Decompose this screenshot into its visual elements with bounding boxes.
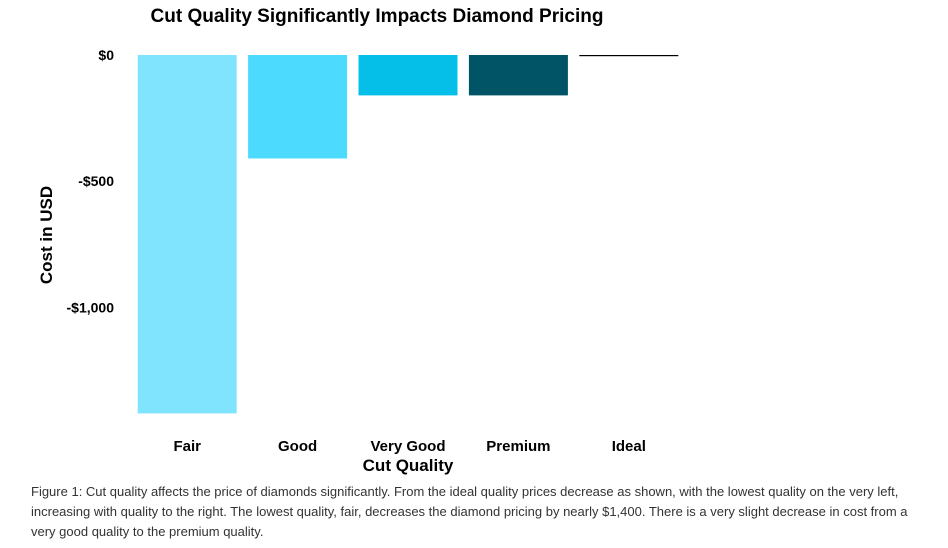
x-tick-label: Good — [278, 438, 317, 455]
y-axis-title: Cost in USD — [37, 186, 56, 284]
bar-ideal — [579, 55, 679, 57]
x-tick-label: Fair — [173, 438, 201, 455]
x-tick-label: Ideal — [612, 438, 646, 455]
y-axis-ticks: $0 -$500 -$1,000 — [67, 47, 115, 315]
x-tick-label: Very Good — [370, 438, 445, 455]
chart-title: Cut Quality Significantly Impacts Diamon… — [150, 6, 604, 27]
x-axis-title: Cut Quality — [363, 456, 454, 475]
y-tick-label: $0 — [98, 47, 114, 63]
bar-good — [248, 55, 348, 159]
x-tick-label: Premium — [486, 438, 550, 455]
bar-premium — [468, 55, 568, 96]
bar-chart: $0 -$500 -$1,000 Fair Good Very Good Premium I… — [37, 47, 679, 475]
bar-very-good — [358, 55, 458, 96]
y-tick-label: -$1,000 — [67, 299, 115, 315]
bar-fair — [137, 55, 237, 414]
x-axis-ticks: Fair Good Very Good Premium Ideal — [173, 438, 645, 455]
y-tick-label: -$500 — [78, 173, 114, 189]
bars — [137, 55, 679, 414]
figure-caption: Figure 1: Cut quality affects the price … — [31, 484, 908, 539]
